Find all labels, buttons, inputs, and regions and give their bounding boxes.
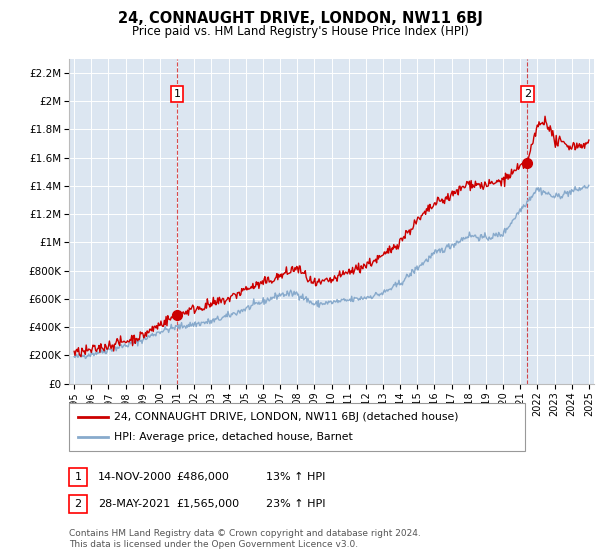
Text: 2: 2 <box>524 89 531 99</box>
Text: 14-NOV-2000: 14-NOV-2000 <box>98 472 172 482</box>
Text: 24, CONNAUGHT DRIVE, LONDON, NW11 6BJ (detached house): 24, CONNAUGHT DRIVE, LONDON, NW11 6BJ (d… <box>114 412 458 422</box>
Text: 2: 2 <box>74 499 82 509</box>
Text: £486,000: £486,000 <box>176 472 229 482</box>
Text: Contains HM Land Registry data © Crown copyright and database right 2024.
This d: Contains HM Land Registry data © Crown c… <box>69 529 421 549</box>
Text: £1,565,000: £1,565,000 <box>176 499 239 509</box>
Text: 1: 1 <box>74 472 82 482</box>
Text: 1: 1 <box>173 89 181 99</box>
Text: 13% ↑ HPI: 13% ↑ HPI <box>266 472 325 482</box>
Text: Price paid vs. HM Land Registry's House Price Index (HPI): Price paid vs. HM Land Registry's House … <box>131 25 469 38</box>
Text: 28-MAY-2021: 28-MAY-2021 <box>98 499 170 509</box>
Text: 24, CONNAUGHT DRIVE, LONDON, NW11 6BJ: 24, CONNAUGHT DRIVE, LONDON, NW11 6BJ <box>118 11 482 26</box>
Text: HPI: Average price, detached house, Barnet: HPI: Average price, detached house, Barn… <box>114 432 353 442</box>
Text: 23% ↑ HPI: 23% ↑ HPI <box>266 499 325 509</box>
